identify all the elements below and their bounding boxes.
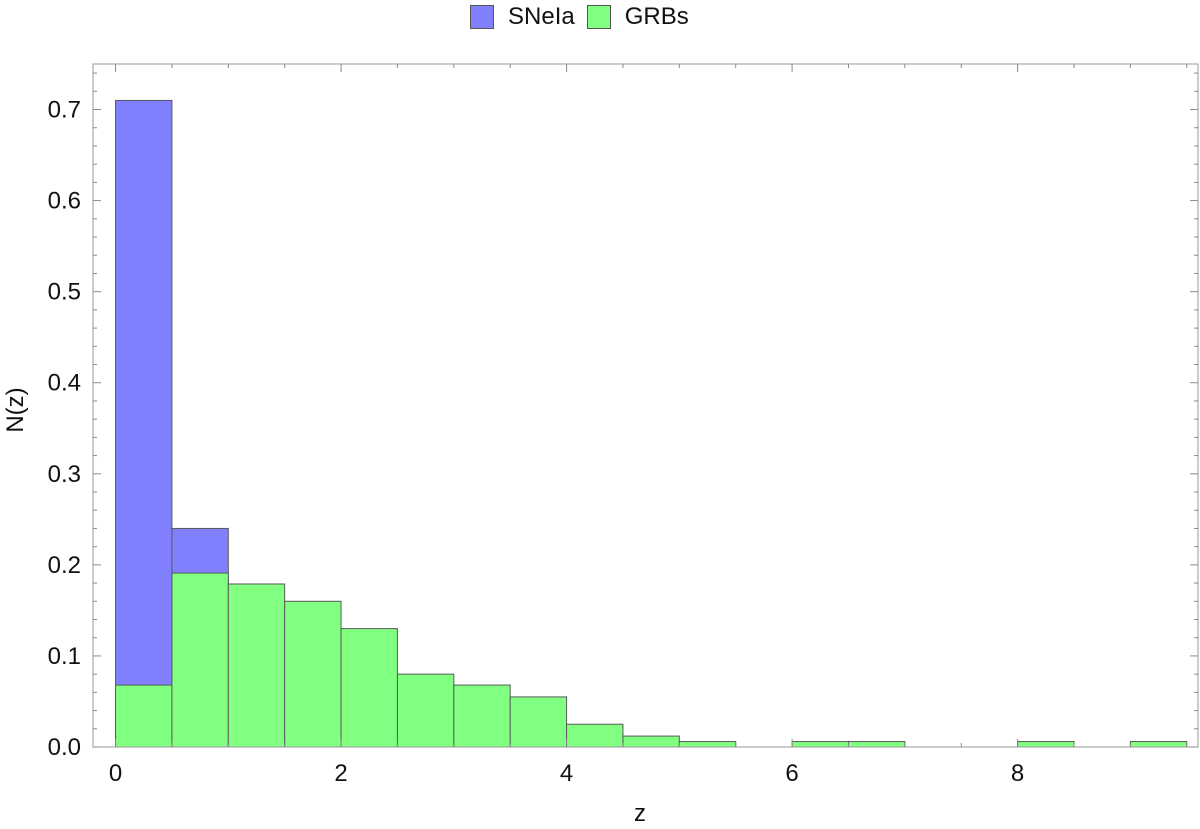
y-tick-label-3: 0.3 xyxy=(48,461,81,488)
bar-grbs-1 xyxy=(171,572,229,748)
bar-grbs-9 xyxy=(622,735,680,748)
bar-grbs-13 xyxy=(1017,741,1075,748)
y-tick-label-5: 0.5 xyxy=(48,279,81,306)
legend-label-sneia: SNeIa xyxy=(508,3,575,30)
legend-label-grbs: GRBs xyxy=(624,3,689,30)
y-tick-label-2: 0.2 xyxy=(48,552,81,579)
bar-grbs-7 xyxy=(509,696,568,748)
bar-grbs-12 xyxy=(847,741,906,748)
bar-grbs-3 xyxy=(284,600,342,748)
bar-grbs-10 xyxy=(678,741,737,748)
bar-grbs-2 xyxy=(227,583,286,748)
x-tick-label-4: 8 xyxy=(1011,760,1024,787)
y-tick-label-0: 0.0 xyxy=(48,734,81,761)
x-tick-label-0: 0 xyxy=(109,760,122,787)
legend: SNeIa GRBs xyxy=(470,2,701,32)
bar-grbs-14 xyxy=(1129,741,1188,748)
legend-item-grbs: GRBs xyxy=(586,3,689,31)
x-tick-label-1: 2 xyxy=(334,760,347,787)
legend-item-sneia: SNeIa xyxy=(470,3,575,31)
y-tick-label-4: 0.4 xyxy=(48,370,81,397)
y-axis-label: N(z) xyxy=(2,387,29,433)
bar-grbs-5 xyxy=(396,673,455,748)
x-tick-label-2: 4 xyxy=(560,760,573,787)
x-tick-label-3: 6 xyxy=(785,760,798,787)
y-tick-label-7: 0.7 xyxy=(48,97,81,124)
x-axis-label: z xyxy=(634,800,646,827)
bar-grbs-4 xyxy=(340,628,398,748)
y-tick-label-1: 0.1 xyxy=(48,643,81,670)
legend-swatch-sneia xyxy=(470,5,494,29)
bar-sneia-0 xyxy=(115,99,173,748)
legend-swatch-grbs xyxy=(586,5,611,29)
bar-grbs-11 xyxy=(791,741,849,748)
bar-grbs-6 xyxy=(453,684,511,748)
bar-grbs-8 xyxy=(566,723,624,748)
y-tick-label-6: 0.6 xyxy=(48,188,81,215)
plot-frame xyxy=(92,63,1199,748)
bar-grbs-0 xyxy=(115,684,173,748)
